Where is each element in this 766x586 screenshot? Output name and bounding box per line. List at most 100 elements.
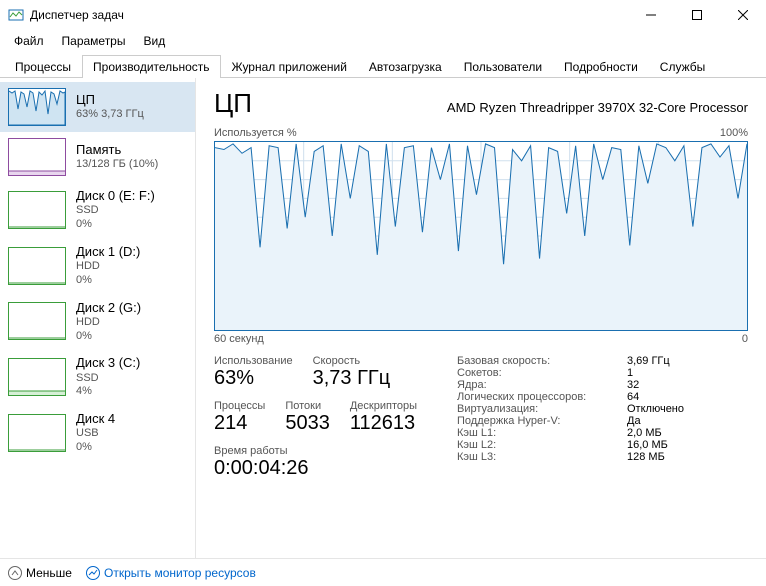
main-subtitle: AMD Ryzen Threadripper 3970X 32-Core Pro…: [447, 100, 748, 115]
main-title: ЦП: [214, 88, 252, 119]
menu-item-1[interactable]: Параметры: [54, 32, 134, 50]
open-resource-monitor-link[interactable]: Открыть монитор ресурсов: [86, 566, 256, 580]
menu-item-2[interactable]: Вид: [135, 32, 173, 50]
menu-item-0[interactable]: Файл: [6, 32, 52, 50]
sidebar-item-6[interactable]: Диск 4USB0%: [0, 405, 195, 461]
chevron-up-circle-icon: [8, 566, 22, 580]
kv-row-8: Кэш L3:128 МБ: [457, 451, 684, 463]
resource-monitor-icon: [86, 566, 100, 580]
kv-value: 16,0 МБ: [627, 439, 668, 451]
uptime-block: Время работы 0:00:04:26: [214, 445, 417, 480]
sidebar-item-4[interactable]: Диск 2 (G:)HDD0%: [0, 294, 195, 350]
kv-row-1: Сокетов:1: [457, 367, 684, 379]
stat-value: 3,73 ГГц: [313, 367, 391, 390]
chart-bottom-right-label: 0: [742, 333, 748, 345]
stats-left: Использование63% Скорость3,73 ГГц Процесс…: [214, 355, 417, 490]
content-area: ЦП63% 3,73 ГГцПамять13/128 ГБ (10%)Диск …: [0, 78, 766, 558]
sidebar: ЦП63% 3,73 ГГц Память13/128 ГБ (10%) Диск …: [0, 78, 196, 558]
sidebar-item-sub: 63% 3,73 ГГц: [76, 108, 144, 122]
sidebar-thumb: [8, 247, 66, 285]
maximize-button[interactable]: [674, 0, 720, 30]
tab-6[interactable]: Службы: [649, 55, 716, 78]
mid-stat-1: Потоки5033: [285, 400, 330, 435]
window-controls: [628, 0, 766, 30]
tab-2[interactable]: Журнал приложений: [221, 55, 358, 78]
stat-value: 214: [214, 412, 265, 435]
kv-row-3: Логических процессоров:64: [457, 391, 684, 403]
footer: Меньше Открыть монитор ресурсов: [0, 558, 766, 586]
kv-value: 2,0 МБ: [627, 427, 662, 439]
sidebar-text: Диск 3 (C:)SSD4%: [76, 355, 140, 399]
titlebar: Диспетчер задач: [0, 0, 766, 30]
kv-key: Поддержка Hyper-V:: [457, 415, 627, 427]
kv-key: Кэш L2:: [457, 439, 627, 451]
big-stat-1: Скорость3,73 ГГц: [313, 355, 391, 390]
open-resource-monitor-label: Открыть монитор ресурсов: [104, 566, 256, 580]
stat-label: Использование: [214, 355, 293, 367]
sidebar-item-title: ЦП: [76, 92, 144, 108]
window-title: Диспетчер задач: [30, 8, 628, 22]
chart-top-right-label: 100%: [720, 127, 748, 139]
sidebar-thumb: [8, 358, 66, 396]
app-icon: [8, 7, 24, 23]
chart-top-left-label: Используется %: [214, 127, 297, 139]
sidebar-item-0[interactable]: ЦП63% 3,73 ГГц: [0, 82, 195, 132]
sidebar-item-title: Диск 2 (G:): [76, 300, 141, 316]
sidebar-text: Диск 0 (E: F:)SSD0%: [76, 188, 155, 232]
sidebar-thumb: [8, 414, 66, 452]
sidebar-item-title: Память: [76, 142, 158, 158]
tabbar: ПроцессыПроизводительностьЖурнал приложе…: [0, 54, 766, 78]
stat-label: Дескрипторы: [350, 400, 417, 412]
sidebar-item-sub: SSD: [76, 204, 155, 218]
kv-key: Кэш L1:: [457, 427, 627, 439]
close-button[interactable]: [720, 0, 766, 30]
kv-row-7: Кэш L2:16,0 МБ: [457, 439, 684, 451]
kv-row-6: Кэш L1:2,0 МБ: [457, 427, 684, 439]
kv-key: Ядра:: [457, 379, 627, 391]
sidebar-item-sub2: 4%: [76, 385, 140, 399]
sidebar-item-1[interactable]: Память13/128 ГБ (10%): [0, 132, 195, 182]
kv-value: Да: [627, 415, 641, 427]
fewer-details-button[interactable]: Меньше: [8, 566, 72, 580]
chart-bottom-labels: 60 секунд 0: [214, 333, 748, 345]
kv-value: Отключено: [627, 403, 684, 415]
tab-0[interactable]: Процессы: [4, 55, 82, 78]
minimize-button[interactable]: [628, 0, 674, 30]
kv-value: 32: [627, 379, 639, 391]
stat-value: 63%: [214, 367, 293, 390]
sidebar-item-sub: SSD: [76, 372, 140, 386]
sidebar-item-title: Диск 4: [76, 411, 115, 427]
kv-row-5: Поддержка Hyper-V:Да: [457, 415, 684, 427]
kv-key: Сокетов:: [457, 367, 627, 379]
sidebar-thumb: [8, 191, 66, 229]
kv-value: 1: [627, 367, 633, 379]
sidebar-text: Диск 2 (G:)HDD0%: [76, 300, 141, 344]
sidebar-item-sub: HDD: [76, 316, 141, 330]
stat-label: Процессы: [214, 400, 265, 412]
mid-stat-0: Процессы214: [214, 400, 265, 435]
menubar: ФайлПараметрыВид: [0, 30, 766, 54]
tab-1[interactable]: Производительность: [82, 55, 220, 78]
sidebar-text: Диск 4USB0%: [76, 411, 115, 455]
cpu-chart[interactable]: [214, 141, 748, 331]
sidebar-item-sub: HDD: [76, 260, 140, 274]
sidebar-thumb: [8, 88, 66, 126]
sidebar-item-title: Диск 1 (D:): [76, 244, 140, 260]
kv-key: Виртуализация:: [457, 403, 627, 415]
mid-stat-2: Дескрипторы112613: [350, 400, 417, 435]
tab-4[interactable]: Пользователи: [453, 55, 553, 78]
main-header: ЦП AMD Ryzen Threadripper 3970X 32-Core …: [214, 88, 748, 119]
tab-3[interactable]: Автозагрузка: [358, 55, 453, 78]
tab-5[interactable]: Подробности: [553, 55, 649, 78]
kv-value: 3,69 ГГц: [627, 355, 670, 367]
chart-bottom-left-label: 60 секунд: [214, 333, 264, 345]
sidebar-item-2[interactable]: Диск 0 (E: F:)SSD0%: [0, 182, 195, 238]
main-panel: ЦП AMD Ryzen Threadripper 3970X 32-Core …: [196, 78, 766, 558]
sidebar-item-5[interactable]: Диск 3 (C:)SSD4%: [0, 349, 195, 405]
uptime-label: Время работы: [214, 445, 417, 457]
sidebar-item-3[interactable]: Диск 1 (D:)HDD0%: [0, 238, 195, 294]
sidebar-item-sub2: 0%: [76, 218, 155, 232]
sidebar-text: Память13/128 ГБ (10%): [76, 142, 158, 172]
kv-row-2: Ядра:32: [457, 379, 684, 391]
kv-row-0: Базовая скорость:3,69 ГГц: [457, 355, 684, 367]
